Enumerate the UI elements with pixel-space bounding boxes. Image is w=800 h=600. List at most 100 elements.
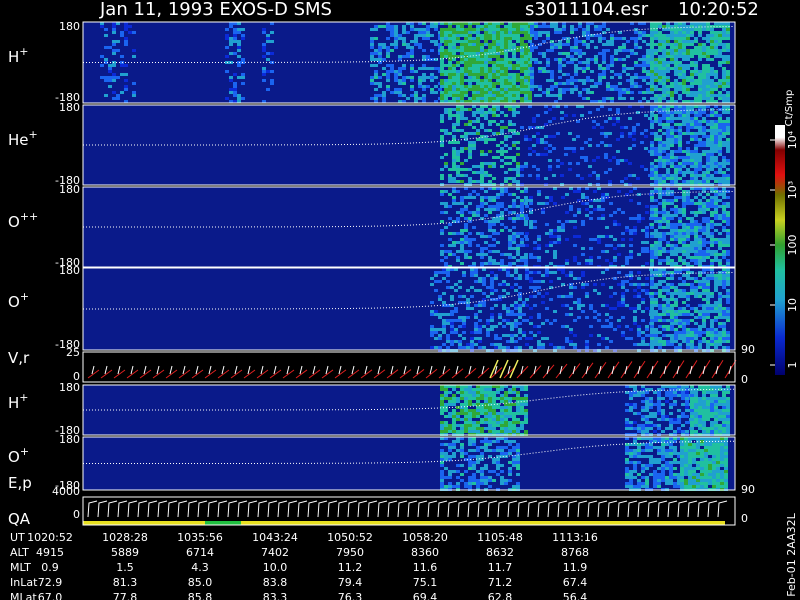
spectrogram-cell [590,100,594,103]
spectrogram-cell [464,217,468,220]
spectrogram-cell [638,85,642,88]
spectrogram-cell [480,105,484,108]
spectrogram-cell [410,85,414,88]
spectrogram-cell [549,262,553,265]
spectrogram-cell [537,271,541,274]
spectrogram-cell [621,331,625,334]
spectrogram-cell [654,208,658,211]
spectrogram-cell [468,34,472,37]
spectrogram-cell [386,88,390,91]
spectrogram-cell [654,64,658,67]
spectrogram-cell [669,412,673,415]
spectrogram-cell [686,304,690,307]
spectrogram-cell [514,319,518,322]
spectrogram-cell [670,229,674,232]
spectrogram-cell [440,141,444,144]
spectrogram-cell [678,40,682,43]
spectrogram-cell [698,415,702,418]
spectrogram-cell [662,52,666,55]
spectrogram-cell [494,346,498,349]
spectrogram-cell [520,244,524,247]
spectrogram-cell [677,430,681,433]
spectrogram-cell [536,132,540,135]
spectrogram-cell [466,289,470,292]
spectrogram-cell [726,319,730,322]
spectrogram-cell [472,397,476,400]
spectrogram-cell [446,268,450,271]
spectrogram-cell [514,304,518,307]
spectrogram-cell [553,250,557,253]
spectrogram-cell [504,28,508,31]
spectrogram-cell [410,76,414,79]
spectrogram-cell [650,28,654,31]
spectrogram-cell [237,40,241,43]
spectrogram-cell [468,391,472,394]
spectrogram-cell [694,70,698,73]
spectrogram-cell [564,153,568,156]
spectrogram-cell [650,226,654,229]
spectrogram-cell [574,28,578,31]
spectrogram-cell [452,424,456,427]
spectrogram-cell [637,325,641,328]
spectrogram-cell [678,325,682,328]
spectrogram-cell [500,40,504,43]
spectrogram-cell [496,424,500,427]
spectrogram-cell [722,123,726,126]
spectrogram-cell [586,91,590,94]
spectrogram-cell [516,168,520,171]
spectrogram-cell [410,79,414,82]
spectrogram-cell [434,271,438,274]
spectrogram-cell [658,253,662,256]
spectrogram-cell [722,70,726,73]
spectrogram-cell [488,88,492,91]
spectrogram-cell [654,247,658,250]
spectrogram-cell [706,307,710,310]
spectrogram-cell [658,61,662,64]
spectrogram-cell [686,120,690,123]
spectrogram-cell [577,277,581,280]
spectrogram-cell [690,202,694,205]
spectrogram-cell [444,28,448,31]
spectrogram-cell [694,220,698,223]
spectrogram-cell [492,37,496,40]
spectrogram-cell [549,271,553,274]
spectrogram-cell [504,82,508,85]
spectrogram-cell [694,394,698,397]
spectrogram-cell [686,328,690,331]
spectrogram-cell [512,100,516,103]
spectrogram-cell [456,397,460,400]
spectrogram-cell [662,162,666,165]
spectrogram-cell [710,232,714,235]
spectrogram-cell [558,97,562,100]
spectrogram-cell [488,388,492,391]
spectrogram-cell [637,271,641,274]
spectrogram-cell [674,334,678,337]
spectrogram-cell [645,229,649,232]
spectrogram-cell [484,415,488,418]
spectrogram-cell [566,88,570,91]
spectrogram-cell [633,319,637,322]
spectrogram-cell [637,424,641,427]
spectrogram-cell [678,268,682,271]
spectrogram-cell [500,421,504,424]
spectrogram-cell [520,55,524,58]
spectrogram-cell [516,205,520,208]
spectrogram-cell [650,132,654,135]
spectrogram-cell [500,214,504,217]
spectrogram-cell [476,97,480,100]
spectrogram-cell [496,43,500,46]
spectrogram-cell [714,144,718,147]
spectrogram-cell [472,49,476,52]
spectrogram-cell [722,238,726,241]
spectrogram-cell [650,232,654,235]
spectrogram-cell [589,262,593,265]
spectrogram-cell [670,223,674,226]
spectrogram-cell [633,406,637,409]
spectrogram-cell [478,280,482,283]
spectrogram-cell [476,28,480,31]
spectrogram-cell [422,22,426,25]
spectrogram-cell [670,238,674,241]
spectrogram-cell [670,334,674,337]
spectrogram-cell [702,25,706,28]
spectrogram-cell [562,58,566,61]
